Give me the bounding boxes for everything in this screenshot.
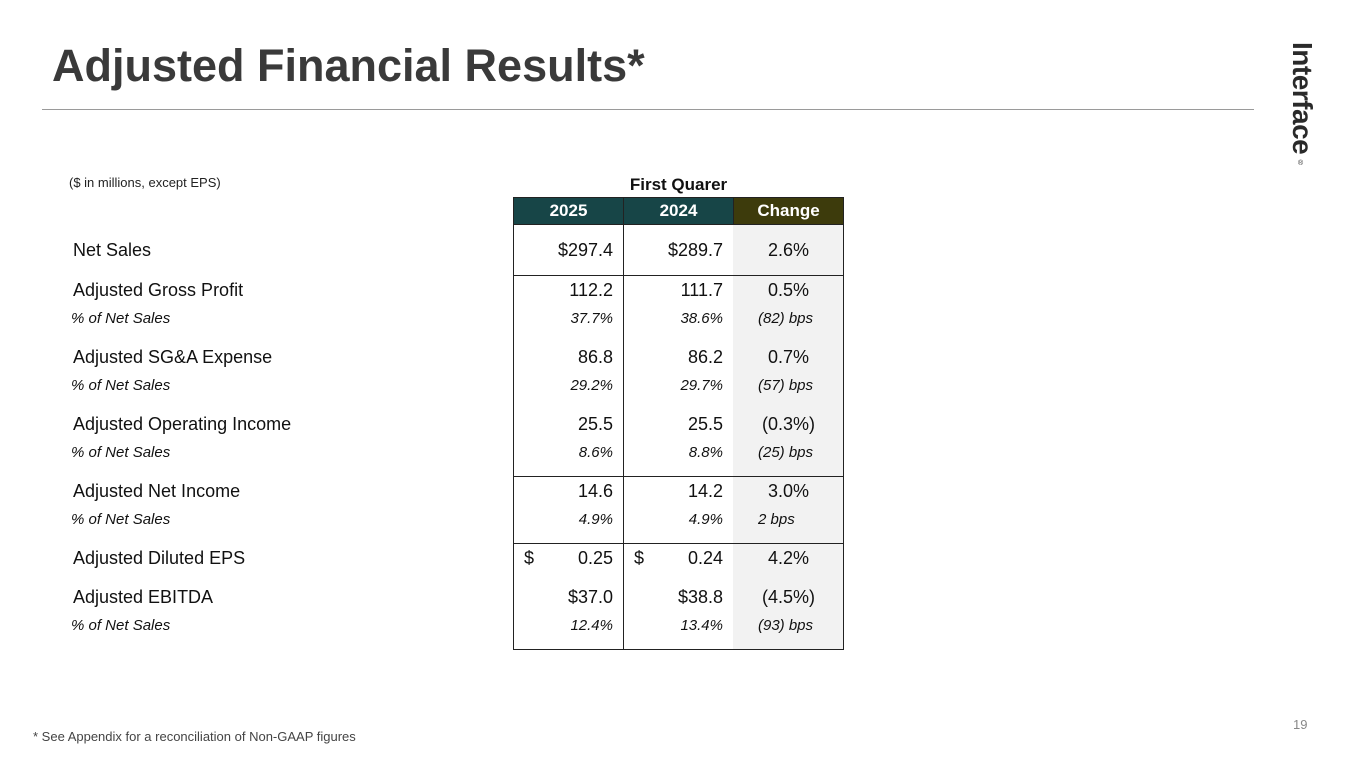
row-divider xyxy=(513,543,844,544)
row-divider xyxy=(513,476,844,477)
gross-profit-change: 0.5% xyxy=(767,280,810,300)
eps-2024-currency: $ xyxy=(634,548,645,568)
row-sublabel-ebitda-margin: % of Net Sales xyxy=(71,617,171,634)
logo-wordmark: Interface xyxy=(1287,42,1318,155)
eps-2025-currency: $ xyxy=(524,548,535,568)
table-bottom-border xyxy=(513,649,844,650)
registered-mark: ® xyxy=(1298,160,1304,167)
row-label-gross-profit: Adjusted Gross Profit xyxy=(73,280,244,300)
ebitda-margin-2024: 13.4% xyxy=(680,617,723,634)
net-margin-change: 2 bps xyxy=(758,511,795,528)
gross-profit-2024: 111.7 xyxy=(680,280,723,300)
company-logo: Interface ® xyxy=(1282,42,1322,168)
row-label-sga: Adjusted SG&A Expense xyxy=(73,347,273,367)
operating-margin-2024: 8.8% xyxy=(688,444,723,461)
row-label-ebitda: Adjusted EBITDA xyxy=(73,587,214,607)
ebitda-2024: $38.8 xyxy=(677,587,723,607)
ebitda-2025: $37.0 xyxy=(567,587,613,607)
net-sales-change: 2.6% xyxy=(767,240,810,260)
sga-2025: 86.8 xyxy=(577,347,613,367)
gross-profit-2025: 112.2 xyxy=(569,280,613,300)
sga-change: 0.7% xyxy=(767,347,810,367)
title-divider xyxy=(42,109,1254,110)
period-header: First Quarer xyxy=(629,175,728,194)
column-header-2024: 2024 xyxy=(623,197,734,225)
sga-2024: 86.2 xyxy=(687,347,723,367)
column-change-body xyxy=(733,225,844,650)
units-note: ($ in millions, except EPS) xyxy=(69,175,221,190)
operating-income-2024: 25.5 xyxy=(687,414,723,434)
page-number: 19 xyxy=(1293,717,1308,732)
footnote: * See Appendix for a reconciliation of N… xyxy=(33,729,356,744)
net-income-2024: 14.2 xyxy=(687,481,723,501)
ebitda-margin-change: (93) bps xyxy=(758,617,814,634)
gross-margin-2024: 38.6% xyxy=(680,310,723,327)
operating-margin-2025: 8.6% xyxy=(578,444,613,461)
column-header-change: Change xyxy=(733,197,844,225)
ebitda-margin-2025: 12.4% xyxy=(570,617,613,634)
net-sales-2025: $297.4 xyxy=(557,240,613,260)
column-header-2025: 2025 xyxy=(513,197,624,225)
row-label-net-income: Adjusted Net Income xyxy=(73,481,241,501)
sga-pct-change: (57) bps xyxy=(758,377,814,394)
row-label-operating-income: Adjusted Operating Income xyxy=(73,414,292,434)
eps-2024: 0.24 xyxy=(687,548,723,568)
net-income-2025: 14.6 xyxy=(577,481,613,501)
sga-pct-2024: 29.7% xyxy=(680,377,723,394)
row-label-net-sales: Net Sales xyxy=(73,240,152,260)
eps-2025: 0.25 xyxy=(577,548,613,568)
operating-income-2025: 25.5 xyxy=(577,414,613,434)
row-sublabel-gross-margin: % of Net Sales xyxy=(71,310,171,327)
row-divider xyxy=(513,275,844,276)
net-income-change: 3.0% xyxy=(767,481,810,501)
net-margin-2024: 4.9% xyxy=(688,511,723,528)
page-title: Adjusted Financial Results* xyxy=(52,40,645,91)
column-2025-body xyxy=(513,225,624,650)
row-label-diluted-eps: Adjusted Diluted EPS xyxy=(73,548,246,568)
sga-pct-2025: 29.2% xyxy=(570,377,613,394)
eps-change: 4.2% xyxy=(767,548,810,568)
row-sublabel-net-margin: % of Net Sales xyxy=(71,511,171,528)
ebitda-change: (4.5%) xyxy=(761,587,815,607)
net-sales-2024: $289.7 xyxy=(667,240,723,260)
row-sublabel-operating-margin: % of Net Sales xyxy=(71,444,171,461)
row-sublabel-sga-pct: % of Net Sales xyxy=(71,377,171,394)
net-margin-2025: 4.9% xyxy=(578,511,613,528)
operating-income-change: (0.3%) xyxy=(761,414,815,434)
operating-margin-change: (25) bps xyxy=(758,444,814,461)
gross-margin-2025: 37.7% xyxy=(570,310,613,327)
gross-margin-change: (82) bps xyxy=(758,310,814,327)
